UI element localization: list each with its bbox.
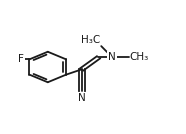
- Text: CH₃: CH₃: [130, 52, 149, 62]
- Text: H₃C: H₃C: [81, 35, 100, 45]
- Text: N: N: [78, 93, 86, 103]
- Text: N: N: [108, 52, 116, 62]
- Text: F: F: [18, 54, 23, 64]
